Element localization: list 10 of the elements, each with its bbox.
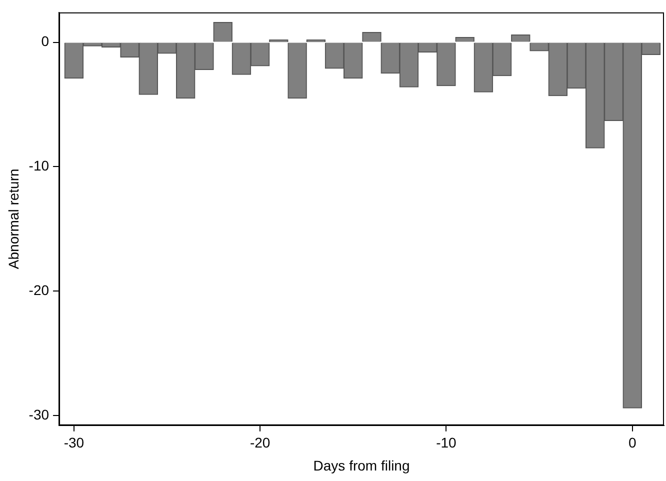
x-tick-label: 0	[628, 434, 636, 451]
x-tick-label: -30	[64, 434, 84, 451]
y-tick-label: -10	[28, 158, 50, 174]
y-tick-label: 0	[41, 33, 50, 50]
x-tick-label: -20	[250, 434, 270, 451]
x-tick-label: -10	[436, 434, 457, 451]
y-axis-title: Abnormal return	[5, 168, 22, 270]
x-axis-title: Days from filing	[313, 457, 410, 474]
y-tick-label: -30	[28, 406, 50, 422]
y-tick-label: -20	[28, 282, 50, 298]
